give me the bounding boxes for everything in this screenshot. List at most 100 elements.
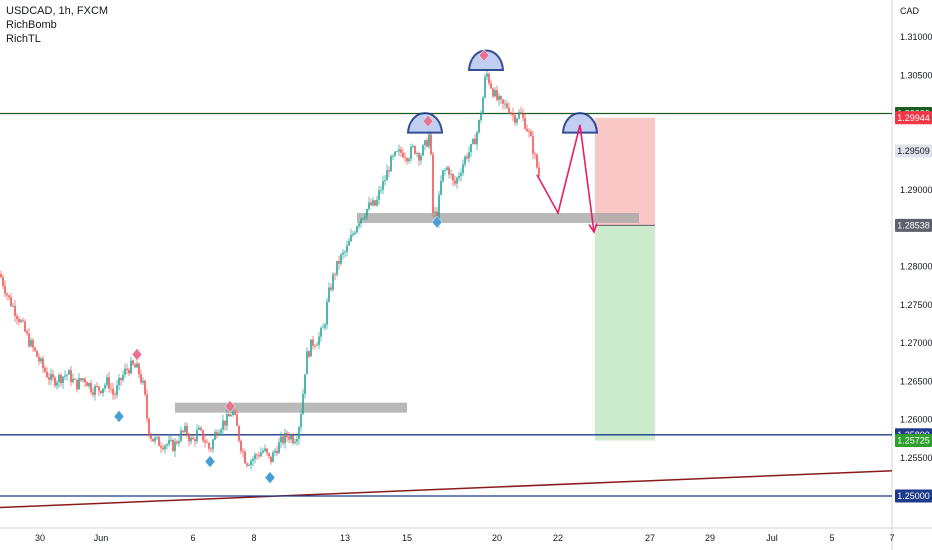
price-tick-label: 1.30500 [900, 70, 932, 80]
candle-body [360, 218, 362, 224]
candle-body [8, 295, 10, 298]
candle-body [162, 447, 164, 450]
candle-body [54, 377, 56, 386]
price-badge [895, 111, 932, 125]
candle-body [494, 90, 496, 97]
candle-body [492, 88, 494, 97]
candle-body [362, 218, 364, 219]
candle-body [422, 145, 424, 156]
candle-body [96, 385, 98, 387]
candle-body [12, 305, 14, 307]
candle-body [498, 96, 500, 100]
candle-body [252, 458, 254, 461]
candle-body [60, 374, 62, 383]
candle-body [358, 223, 360, 227]
candle-body [344, 251, 346, 253]
candle-body [202, 430, 204, 441]
candle-body [326, 301, 328, 325]
stop-loss-zone [595, 117, 655, 226]
candle-body [370, 202, 372, 206]
candle-body [196, 429, 198, 442]
candle-body [50, 374, 52, 380]
candle-body [178, 440, 180, 444]
pivot-low-marker-1 [204, 455, 216, 468]
candle-body [334, 274, 336, 276]
candle-body [250, 460, 252, 466]
candle-body [444, 169, 446, 171]
indicator-richtl[interactable]: RichTL [6, 33, 41, 45]
candle-body [32, 340, 34, 348]
candle-body [292, 435, 294, 443]
candle-body [254, 454, 256, 459]
chart-legend: USDCAD, 1h, FXCM RichBomb RichTL [6, 4, 108, 46]
candle-body [400, 149, 402, 153]
candle-body [246, 463, 248, 466]
candle-body [412, 145, 414, 147]
candle-body [432, 154, 434, 213]
candle-body [232, 411, 234, 415]
candle-body [288, 436, 290, 440]
candle-body [380, 189, 382, 191]
candle-body [500, 96, 502, 100]
candle-body [348, 241, 350, 246]
candle-body [16, 315, 18, 319]
candle-body [452, 174, 454, 181]
candle-body [304, 374, 306, 394]
symbol-title[interactable]: USDCAD, 1h, FXCM [6, 5, 109, 17]
candle-body [302, 393, 304, 415]
candle-body [478, 119, 480, 133]
candle-body [434, 211, 436, 213]
candle-body [298, 427, 300, 439]
candle-body [316, 344, 318, 346]
candle-body [58, 374, 60, 383]
candle-body [338, 260, 340, 264]
candle-body [120, 377, 122, 381]
candle-body [290, 435, 292, 440]
candle-body [420, 155, 422, 161]
pivot-low-marker-3 [431, 215, 443, 229]
candle-body [330, 287, 332, 290]
candle-body [170, 439, 172, 441]
candle-body [376, 199, 378, 206]
candle-body [26, 331, 28, 334]
candle-body [356, 226, 358, 233]
candle-body [150, 435, 152, 439]
time-tick-label: 29 [705, 533, 715, 543]
price-axis: 1.310001.305001.300001.295001.290001.285… [900, 6, 932, 501]
candle-body [394, 151, 396, 156]
candle-body [156, 436, 158, 438]
candle-body [350, 234, 352, 242]
candle-body [518, 112, 520, 119]
pivot-high-marker-2 [422, 114, 434, 128]
candle-body [468, 152, 470, 159]
candle-body [416, 152, 418, 154]
time-tick-label: 7 [889, 533, 894, 543]
candle-body [234, 411, 236, 415]
candle-body [198, 427, 200, 430]
candle-body [256, 454, 258, 456]
candle-body [126, 368, 128, 370]
candle-body [142, 380, 144, 383]
candle-body [88, 383, 90, 387]
candle-body [18, 318, 20, 322]
time-tick-label: 20 [492, 533, 502, 543]
candle-body [208, 442, 210, 449]
candle-body [28, 333, 30, 347]
candle-body [194, 439, 196, 442]
pivot-high-marker-3 [478, 48, 490, 62]
candle-body [482, 97, 484, 115]
indicator-richbomb[interactable]: RichBomb [6, 19, 57, 31]
candle-body [522, 113, 524, 118]
candle-body [68, 370, 70, 375]
pivot-low-marker-0 [113, 410, 125, 423]
price-tick-label: 1.26000 [900, 415, 932, 425]
price-badge-label: 1.25725 [897, 436, 930, 446]
time-tick-label: 5 [829, 533, 834, 543]
candle-body [44, 367, 46, 372]
candle-body [266, 448, 268, 454]
candle-body [470, 143, 472, 153]
channel-line-1 [0, 470, 893, 509]
price-tick-label: 1.31000 [900, 32, 932, 42]
